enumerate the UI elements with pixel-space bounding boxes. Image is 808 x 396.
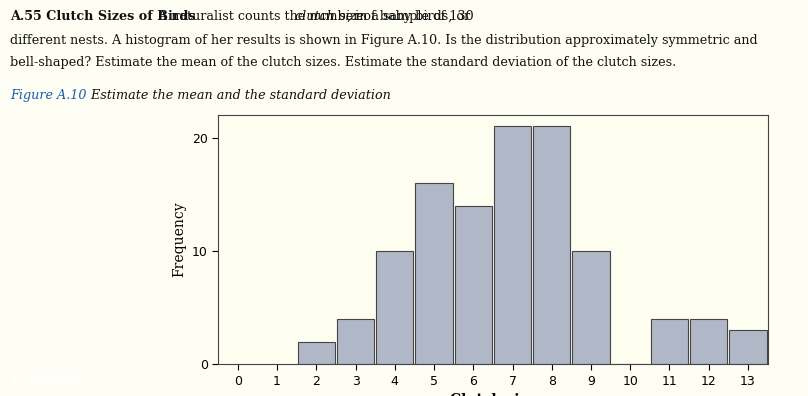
Text: ▶ Answer: ▶ Answer (11, 372, 78, 385)
Bar (690, 319, 727, 364)
Bar (533, 126, 570, 364)
Bar (297, 342, 335, 364)
Text: Estimate the mean and the standard deviation: Estimate the mean and the standard devia… (87, 89, 391, 102)
Text: A naturalist counts the number of baby birds, or: A naturalist counts the number of baby b… (154, 10, 473, 23)
Text: Figure A.10: Figure A.10 (10, 89, 86, 102)
Bar (572, 251, 610, 364)
Bar (415, 183, 452, 364)
Bar (337, 319, 374, 364)
Text: different nests. A histogram of her results is shown in Figure A.10. Is the dist: different nests. A histogram of her resu… (10, 34, 757, 47)
X-axis label: Clutch size: Clutch size (450, 393, 536, 396)
Text: clutch size: clutch size (295, 10, 364, 23)
Bar (455, 206, 492, 364)
Bar (494, 126, 531, 364)
Y-axis label: Frequency: Frequency (172, 202, 187, 277)
Bar (730, 330, 767, 364)
Bar (377, 251, 414, 364)
Bar (651, 319, 688, 364)
Text: A.55 Clutch Sizes of Birds: A.55 Clutch Sizes of Birds (10, 10, 196, 23)
Text: bell-shaped? Estimate the mean of the clutch sizes. Estimate the standard deviat: bell-shaped? Estimate the mean of the cl… (10, 56, 676, 69)
Text: , in a sample of 130: , in a sample of 130 (347, 10, 474, 23)
